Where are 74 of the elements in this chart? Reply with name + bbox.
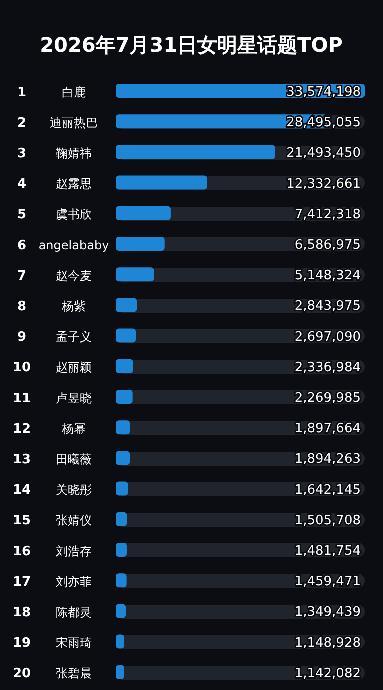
text: 7 xyxy=(17,268,27,284)
text: 8 xyxy=(17,300,27,314)
data-label: 1,481,754 xyxy=(294,544,361,559)
y-tick-label: 张婧仪 xyxy=(56,514,92,528)
data-label: 21,493,450 xyxy=(286,146,361,162)
y-tick-label: 迪丽热巴 xyxy=(50,116,98,130)
bar xyxy=(116,237,165,251)
data-label: 33,574,198 xyxy=(286,85,361,100)
y-tick-label: 张碧晨 xyxy=(56,666,92,681)
bar xyxy=(116,574,127,588)
text: 9 xyxy=(17,330,27,346)
bar xyxy=(116,298,138,312)
data-label: 1,142,082 xyxy=(294,666,361,682)
data-label: 2,269,985 xyxy=(294,391,361,406)
data-label: 1,459,471 xyxy=(294,574,361,590)
text: 14 xyxy=(12,483,32,498)
text: 10 xyxy=(12,360,32,376)
bar xyxy=(116,482,128,496)
bar xyxy=(116,359,134,374)
y-tick-label: 陈都灵 xyxy=(56,606,92,620)
y-tick-label: 鞠婧祎 xyxy=(56,146,92,160)
data-label: 7,412,318 xyxy=(294,207,361,222)
data-label: 12,332,661 xyxy=(286,176,361,192)
text: 2 xyxy=(17,116,27,131)
bar xyxy=(116,543,127,557)
text: 19 xyxy=(12,636,32,652)
y-tick-label: 白鹿 xyxy=(62,85,86,100)
y-tick-label: 赵露思 xyxy=(56,177,92,192)
bar xyxy=(116,451,130,466)
data-label: 5,148,324 xyxy=(294,268,361,284)
text: 18 xyxy=(12,606,32,620)
bar xyxy=(116,268,154,282)
text: 4 xyxy=(17,177,27,192)
y-tick-label: 宋雨琦 xyxy=(56,636,92,650)
bar xyxy=(116,390,133,404)
data-label: 2,697,090 xyxy=(294,330,361,345)
y-tick-label: 杨幂 xyxy=(61,422,86,436)
data-label: 2,336,984 xyxy=(294,360,361,376)
y-tick-label: 刘亦菲 xyxy=(56,574,92,589)
y-tick-label: 赵今麦 xyxy=(56,268,92,283)
y-tick-label: 卢昱晓 xyxy=(56,391,92,406)
bar xyxy=(116,206,171,220)
text: 12 xyxy=(12,422,32,437)
data-label: 1,148,928 xyxy=(294,636,361,651)
data-label: 1,349,439 xyxy=(294,605,361,620)
bar xyxy=(116,604,126,618)
chart-title: 2026年7月31日女明星话题TOP xyxy=(39,32,344,59)
text: 11 xyxy=(12,391,32,406)
bar xyxy=(116,328,136,343)
bar xyxy=(116,512,128,526)
y-tick-label: 孟子义 xyxy=(56,330,92,344)
data-label: 1,505,708 xyxy=(294,513,361,528)
text: 13 xyxy=(12,452,32,468)
y-tick-label: 田曦薇 xyxy=(56,452,92,466)
y-tick-label: angelababy xyxy=(38,238,110,252)
data-label: 6,586,975 xyxy=(294,238,361,253)
text: 16 xyxy=(12,544,32,560)
data-label: 2,843,975 xyxy=(294,299,361,314)
text: 17 xyxy=(12,574,32,590)
text: 3 xyxy=(17,146,27,162)
text: 1 xyxy=(17,85,27,100)
text: 15 xyxy=(12,514,32,529)
data-label: 1,894,263 xyxy=(294,452,361,468)
data-label: 1,642,145 xyxy=(294,482,361,498)
y-tick-label: 杨紫 xyxy=(61,300,86,314)
text: 5 xyxy=(17,208,27,223)
text: 6 xyxy=(17,238,27,254)
bar xyxy=(116,420,130,435)
y-tick-label: 赵丽颖 xyxy=(56,360,92,375)
y-tick-label: 虞书欣 xyxy=(56,208,92,222)
text: 20 xyxy=(12,666,32,682)
y-tick-label: 刘浩存 xyxy=(56,544,92,558)
y-tick-label: 关晓彤 xyxy=(56,483,92,498)
data-label: 1,897,664 xyxy=(294,422,361,437)
